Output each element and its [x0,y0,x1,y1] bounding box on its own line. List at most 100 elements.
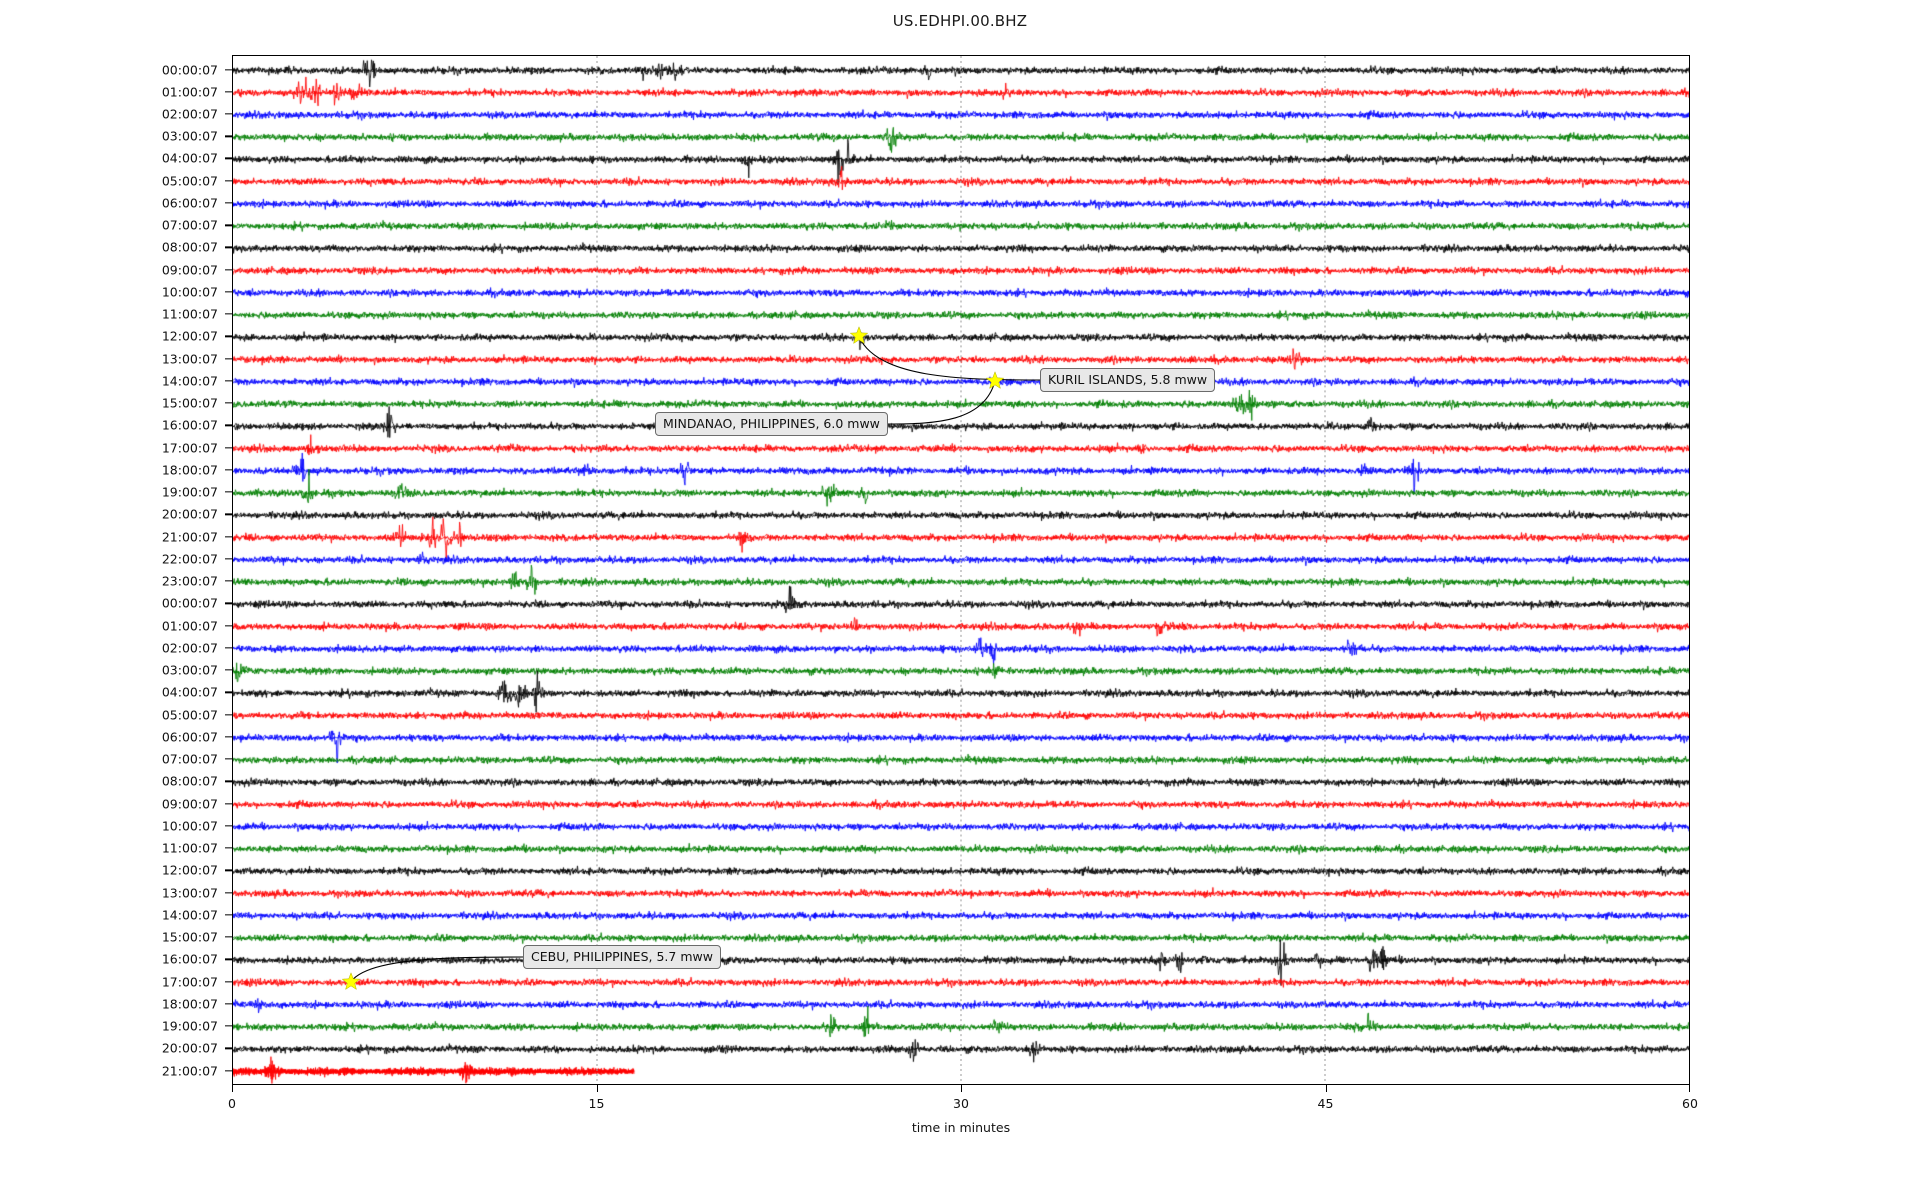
y-tick-label-3: 03:00:07 [161,128,218,144]
y-tick-label-34: 10:00:07 [161,818,218,834]
y-tick-label-43: 19:00:07 [161,1018,218,1034]
y-tick-mark-41 [225,980,232,983]
y-tick-label-10: 10:00:07 [161,284,218,300]
x-tick-mark-4 [1688,1085,1690,1092]
earthquake-star-icon [849,326,869,346]
y-tick-label-24: 00:00:07 [161,595,218,611]
y-tick-mark-25 [225,624,232,627]
y-tick-mark-3 [225,135,232,137]
x-tick-label-0: 0 [228,1096,236,1111]
y-tick-mark-14 [225,380,232,382]
y-tick-mark-1 [225,91,232,93]
y-tick-mark-33 [225,802,232,805]
y-tick-label-5: 05:00:07 [161,173,218,189]
y-tick-mark-20 [225,513,232,516]
trace-canvas [233,56,1689,1084]
earthquake-annotation-label[interactable]: CEBU, PHILIPPINES, 5.7 mww [523,945,721,969]
y-tick-label-23: 23:00:07 [161,573,218,589]
y-tick-label-38: 14:00:07 [161,907,218,923]
y-tick-mark-32 [225,780,232,782]
y-tick-mark-13 [225,358,232,360]
y-tick-mark-30 [225,736,232,738]
y-tick-label-29: 05:00:07 [161,707,218,723]
y-tick-mark-4 [225,157,232,160]
y-tick-label-41: 17:00:07 [161,974,218,990]
y-tick-mark-22 [225,558,232,560]
y-tick-label-7: 07:00:07 [161,217,218,233]
y-tick-label-16: 16:00:07 [161,417,218,433]
y-tick-mark-9 [225,269,232,271]
y-tick-mark-40 [225,958,232,960]
x-tick-label-1: 15 [588,1096,605,1111]
x-tick-label-4: 60 [1682,1096,1698,1111]
y-tick-label-4: 04:00:07 [161,150,218,166]
y-tick-label-30: 06:00:07 [161,729,218,745]
y-tick-mark-11 [225,313,232,315]
earthquake-annotation-label[interactable]: KURIL ISLANDS, 5.8 mww [1040,368,1216,392]
y-tick-label-27: 03:00:07 [161,662,218,678]
y-tick-label-26: 02:00:07 [161,640,218,656]
y-tick-mark-0 [225,68,232,71]
y-tick-label-14: 14:00:07 [161,373,218,389]
y-tick-label-32: 08:00:07 [161,773,218,789]
y-tick-mark-5 [225,180,232,182]
y-tick-mark-10 [225,291,232,293]
y-tick-label-17: 17:00:07 [161,440,218,456]
y-tick-mark-44 [225,1047,232,1049]
y-tick-label-2: 02:00:07 [161,106,218,122]
earthquake-star-icon [985,371,1005,390]
y-tick-mark-43 [225,1025,232,1027]
y-tick-mark-23 [225,580,232,582]
y-tick-label-35: 11:00:07 [161,840,218,856]
x-tick-label-2: 30 [953,1096,969,1111]
y-tick-label-11: 11:00:07 [161,306,218,322]
y-tick-label-37: 13:00:07 [161,885,218,901]
y-tick-mark-12 [225,335,232,338]
y-tick-label-0: 00:00:07 [161,62,218,77]
y-tick-mark-24 [225,602,232,605]
y-tick-label-12: 12:00:07 [161,328,218,344]
y-tick-label-19: 19:00:07 [161,484,218,500]
y-tick-mark-35 [225,847,232,849]
y-tick-label-6: 06:00:07 [161,195,218,211]
y-tick-mark-34 [225,825,232,827]
y-tick-label-15: 15:00:07 [161,395,218,411]
x-tick-mark-3 [1325,1085,1327,1092]
y-tick-label-8: 08:00:07 [161,239,218,255]
y-tick-mark-39 [225,936,232,938]
x-tick-label-3: 45 [1317,1096,1334,1111]
y-tick-mark-15 [225,402,232,404]
x-tick-mark-1 [596,1085,598,1092]
y-tick-mark-7 [225,224,232,226]
y-tick-label-22: 22:00:07 [161,551,218,567]
y-tick-mark-42 [225,1003,232,1005]
earthquake-star-icon [341,971,361,991]
y-tick-label-1: 01:00:07 [161,84,218,100]
y-tick-label-21: 21:00:07 [161,529,218,545]
y-tick-label-31: 07:00:07 [161,751,218,767]
y-tick-mark-29 [225,713,232,716]
y-tick-label-9: 09:00:07 [161,262,218,278]
y-tick-mark-36 [225,869,232,871]
y-tick-label-44: 20:00:07 [161,1040,218,1056]
y-tick-label-28: 04:00:07 [161,684,218,700]
y-tick-label-36: 12:00:07 [161,862,218,878]
y-tick-mark-8 [225,246,232,249]
y-tick-mark-38 [225,914,232,916]
y-tick-label-45: 21:00:07 [161,1063,218,1078]
y-tick-label-33: 09:00:07 [161,796,218,812]
earthquake-annotation-label[interactable]: MINDANAO, PHILIPPINES, 6.0 mww [655,412,888,436]
y-tick-label-39: 15:00:07 [161,929,218,945]
y-tick-label-40: 16:00:07 [161,951,218,967]
x-axis: 0 15 30 45 60 [228,1085,1698,1155]
y-tick-mark-17 [225,446,232,449]
y-tick-mark-31 [225,758,232,760]
y-tick-mark-27 [225,669,232,671]
y-tick-mark-16 [225,424,232,427]
y-tick-label-13: 13:00:07 [161,351,218,367]
y-tick-mark-2 [225,113,232,115]
x-tick-mark-2 [961,1085,963,1092]
seismogram-plot-area [232,55,1690,1085]
x-tick-mark-0 [232,1085,234,1092]
